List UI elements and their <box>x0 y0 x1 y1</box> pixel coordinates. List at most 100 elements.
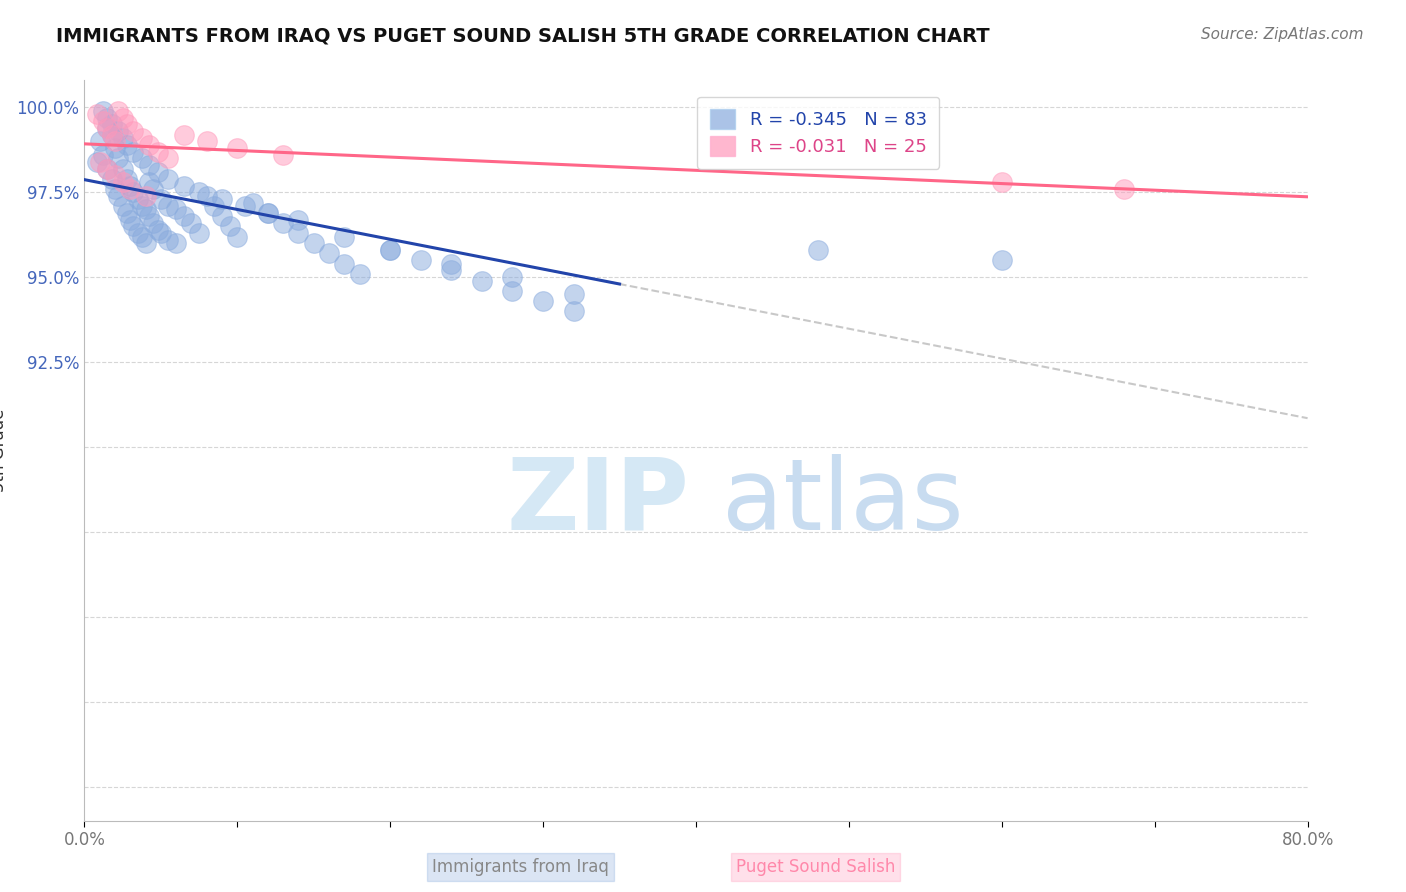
Point <box>86 154 108 169</box>
Point <box>157 199 180 213</box>
Point <box>138 137 160 152</box>
Point <box>173 128 195 142</box>
Point <box>173 178 195 193</box>
Point <box>101 171 124 186</box>
Point <box>991 175 1014 189</box>
Legend: R = -0.345   N = 83, R = -0.031   N = 25: R = -0.345 N = 83, R = -0.031 N = 25 <box>697 96 939 169</box>
Point <box>104 141 127 155</box>
Text: ZIP: ZIP <box>506 454 689 550</box>
Point <box>107 152 129 166</box>
Point <box>531 293 554 308</box>
Point <box>157 233 180 247</box>
Point <box>318 246 340 260</box>
Point <box>89 154 111 169</box>
Point <box>562 304 585 318</box>
Point <box>86 107 108 121</box>
Point <box>138 209 160 223</box>
Point <box>440 263 463 277</box>
Text: IMMIGRANTS FROM IRAQ VS PUGET SOUND SALISH 5TH GRADE CORRELATION CHART: IMMIGRANTS FROM IRAQ VS PUGET SOUND SALI… <box>56 27 990 45</box>
Point <box>211 209 233 223</box>
Point <box>165 202 187 217</box>
Point <box>101 128 124 142</box>
Point <box>107 124 129 138</box>
Point <box>562 287 585 301</box>
Point <box>502 270 524 285</box>
Point <box>165 236 187 251</box>
Text: Source: ZipAtlas.com: Source: ZipAtlas.com <box>1201 27 1364 42</box>
Point <box>302 236 325 251</box>
Point <box>111 175 134 189</box>
Point <box>271 216 294 230</box>
Point <box>242 195 264 210</box>
Point <box>120 178 142 193</box>
Point <box>101 117 124 131</box>
Point <box>135 202 157 217</box>
Point <box>89 135 111 149</box>
Point <box>149 226 172 240</box>
Point <box>96 111 118 125</box>
Point <box>122 219 145 234</box>
Point <box>135 188 157 202</box>
Point <box>1114 182 1136 196</box>
Point <box>104 169 127 183</box>
Point <box>127 192 149 206</box>
Point <box>146 145 169 159</box>
Point <box>173 209 195 223</box>
Point <box>107 103 129 118</box>
Point <box>333 229 356 244</box>
Point <box>104 182 127 196</box>
Point <box>157 152 180 166</box>
Point <box>807 243 830 257</box>
Point <box>131 229 153 244</box>
Point <box>135 236 157 251</box>
Point <box>142 182 165 196</box>
Point <box>107 188 129 202</box>
Point <box>188 186 211 200</box>
Point <box>142 216 165 230</box>
Point <box>502 284 524 298</box>
Point <box>440 257 463 271</box>
Text: atlas: atlas <box>721 454 963 550</box>
Y-axis label: 5th Grade: 5th Grade <box>0 409 8 492</box>
Point <box>115 117 138 131</box>
Point <box>349 267 371 281</box>
Point <box>380 243 402 257</box>
Point <box>122 186 145 200</box>
Point <box>287 226 309 240</box>
Point <box>115 205 138 219</box>
Point <box>131 199 153 213</box>
Point <box>111 131 134 145</box>
Point <box>380 243 402 257</box>
Point <box>131 131 153 145</box>
Point <box>991 253 1014 268</box>
Point <box>157 171 180 186</box>
Point <box>96 120 118 135</box>
Text: Puget Sound Salish: Puget Sound Salish <box>735 858 896 876</box>
Point <box>96 120 118 135</box>
Point <box>257 205 280 219</box>
Point <box>101 128 124 142</box>
Point <box>195 135 218 149</box>
Point <box>188 226 211 240</box>
Point <box>138 175 160 189</box>
Point <box>271 148 294 162</box>
Point <box>111 111 134 125</box>
Point <box>333 257 356 271</box>
Point <box>127 226 149 240</box>
Point <box>202 199 225 213</box>
Point <box>149 192 172 206</box>
Point <box>180 216 202 230</box>
Point <box>91 148 114 162</box>
Point <box>146 223 169 237</box>
Point <box>195 188 218 202</box>
Point <box>287 212 309 227</box>
Point <box>96 161 118 176</box>
Point <box>226 229 249 244</box>
Point <box>115 137 138 152</box>
Point <box>120 212 142 227</box>
Point <box>111 161 134 176</box>
Point <box>131 152 153 166</box>
Point <box>226 141 249 155</box>
Point <box>120 182 142 196</box>
Point <box>233 199 256 213</box>
